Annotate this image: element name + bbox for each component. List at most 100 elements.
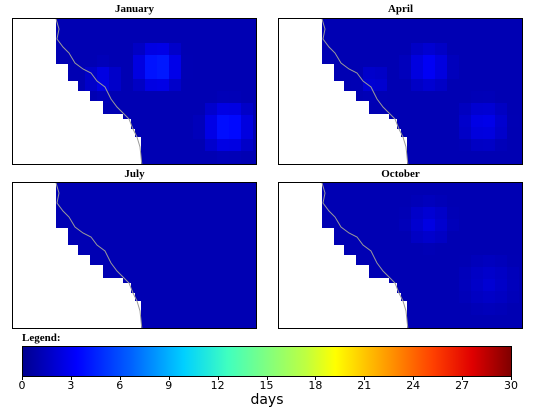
heatmap-cell [229,55,242,68]
heatmap-cell [471,291,484,304]
heatmap-cell [519,183,522,196]
heatmap-cell [363,195,376,208]
heatmap-cell [483,43,496,56]
heatmap-cell [375,31,388,44]
heatmap-cell [375,103,388,116]
heatmap-cell [241,163,254,164]
heatmap-cell [205,79,218,92]
heatmap-cell [133,255,146,268]
heatmap-cell [387,43,400,56]
panel-title-april: April [387,3,414,15]
colorbar-tick-label: 15 [259,379,274,392]
heatmap-cell [73,43,86,56]
heatmap-cell [157,315,170,328]
heatmap-cell [495,267,508,280]
heatmap-cell [193,183,206,196]
heatmap-cell [423,91,436,104]
heatmap-cell [375,183,388,196]
heatmap-cell [253,303,256,316]
heatmap-cell [495,163,508,164]
heatmap-cell [169,243,182,256]
heatmap-cell [229,219,242,232]
heatmap-cell [181,31,194,44]
heatmap-cell [459,19,472,32]
heatmap-cell [205,183,218,196]
heatmap-cell [229,327,242,328]
heatmap-cell [375,243,388,256]
heatmap-cell [483,183,496,196]
heatmap-cell [339,43,352,56]
heatmap-cell [241,19,254,32]
heatmap-cell [411,43,424,56]
colorbar-tick-label: 12 [210,379,225,392]
heatmap-cell [423,255,436,268]
heatmap-cell [97,31,110,44]
heatmap-cell [121,243,134,256]
heatmap-cell [133,55,146,68]
heatmap-cell [387,243,400,256]
heatmap-cell [133,207,146,220]
heatmap-cell [217,103,230,116]
heatmap-cell [217,315,230,328]
heatmap-cell [447,279,460,292]
heatmap-cell [423,219,436,232]
colorbar-tick-label: 21 [357,379,372,392]
heatmap-cell [423,139,436,152]
heatmap-cell [435,127,448,140]
heatmap-cell [495,255,508,268]
heatmap-cell [411,67,424,80]
heatmap-cell [61,207,74,220]
heatmap-cell [435,31,448,44]
heatmap-cell [73,207,86,220]
heatmap-cell [519,267,522,280]
heatmap-cell [109,183,122,196]
map-panel-april [278,18,523,165]
land-mask [279,114,389,119]
heatmap-cell [339,183,352,196]
heatmap-cell [217,303,230,316]
heatmap-cell [145,267,158,280]
panel-title-october: October [381,168,420,180]
heatmap-cell [471,231,484,244]
heatmap-cell [217,139,230,152]
heatmap-cell [459,31,472,44]
heatmap-cell [133,115,146,128]
heatmap-cell [109,79,122,92]
heatmap-cell [435,207,448,220]
heatmap-cell [217,207,230,220]
colorbar [22,346,512,377]
heatmap-cell [387,67,400,80]
heatmap-cell [193,267,206,280]
heatmap-cell [495,279,508,292]
heatmap-cell [217,19,230,32]
heatmap-cell [145,55,158,68]
heatmap-cell [205,151,218,164]
heatmap-cell [435,67,448,80]
heatmap-cell [193,255,206,268]
heatmap-cell [205,231,218,244]
heatmap-cell [109,207,122,220]
heatmap-cell [145,91,158,104]
heatmap-cell [411,255,424,268]
heatmap-cell [229,267,242,280]
heatmap-cell [423,207,436,220]
heatmap-cell [253,151,256,164]
heatmap-cell [181,327,194,328]
heatmap-cell [133,79,146,92]
heatmap-cell [97,231,110,244]
heatmap-cell [471,43,484,56]
heatmap-cell [205,115,218,128]
heatmap-cell [61,19,74,32]
heatmap-cell [133,183,146,196]
heatmap-cell [217,231,230,244]
heatmap-cell [327,207,340,220]
heatmap-cell [181,103,194,116]
heatmap-cell [483,127,496,140]
heatmap-cell [145,327,158,328]
heatmap-cell [157,67,170,80]
heatmap-cell [435,303,448,316]
heatmap-cell [181,207,194,220]
colorbar-tick-mark [217,376,219,380]
colorbar-tick-mark [119,376,121,380]
heatmap-cell [363,43,376,56]
